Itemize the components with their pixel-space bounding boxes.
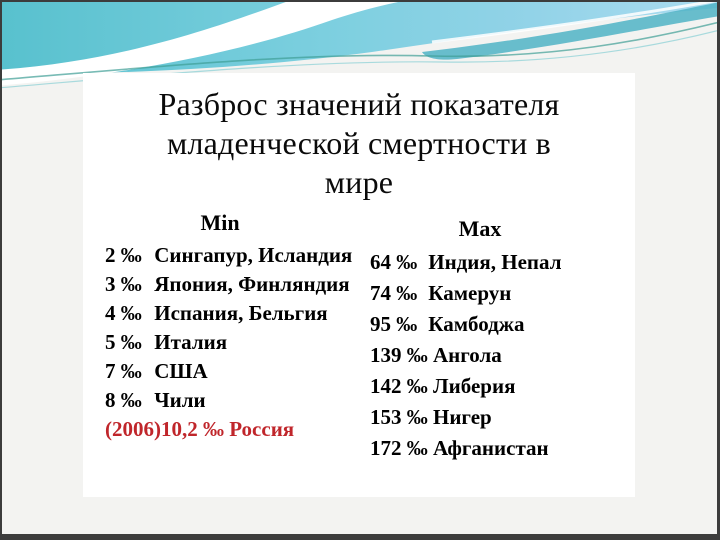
list-item: 74 ‰ Камерун — [370, 278, 632, 309]
list-item: 142 ‰ Либерия — [370, 371, 632, 402]
country-label: Испания, Бельгия — [154, 301, 328, 325]
list-item: 3 ‰ Япония, Финляндия — [105, 270, 367, 299]
country-label: Камбоджа — [428, 312, 525, 336]
presentation-slide: Разброс значений показателя младенческой… — [2, 2, 717, 534]
rate-value: 2 ‰ — [105, 243, 142, 267]
list-item: 153 ‰ Нигер — [370, 402, 632, 433]
rate-value: 95 ‰ — [370, 312, 418, 336]
country-label: Сингапур, Исландия — [154, 243, 353, 267]
country-label: Нигер — [433, 405, 492, 429]
rate-value: 7 ‰ — [105, 359, 142, 383]
rate-value: 64 ‰ — [370, 250, 418, 274]
rate-value: 5 ‰ — [105, 330, 142, 354]
country-label: Камерун — [428, 281, 512, 305]
country-label: США — [154, 359, 208, 383]
rate-value: 172 ‰ — [370, 436, 428, 460]
max-column-header: Max — [458, 216, 502, 241]
rate-value: 153 ‰ — [370, 405, 428, 429]
rate-value: 8 ‰ — [105, 388, 142, 412]
rate-value: 3 ‰ — [105, 272, 142, 296]
slide-title-line: мире — [324, 164, 394, 200]
rate-value: 74 ‰ — [370, 281, 418, 305]
slide-title-line: Разброс значений показателя — [158, 86, 560, 122]
list-item: 172 ‰ Афганистан — [370, 433, 632, 464]
rate-value: 4 ‰ — [105, 301, 142, 325]
slide-title: Разброс значений показателя младенческой… — [83, 73, 635, 202]
country-label: Япония, Финляндия — [154, 272, 350, 296]
country-label: Чили — [154, 388, 206, 412]
list-item: 7 ‰ США — [105, 357, 367, 386]
list-item: 5 ‰ Италия — [105, 328, 367, 357]
country-label: Ангола — [433, 343, 502, 367]
min-column: Min 2 ‰ Сингапур, Исландия 3 ‰ Япония, Ф… — [105, 211, 367, 444]
list-item: 139 ‰ Ангола — [370, 340, 632, 371]
content-panel: Разброс значений показателя младенческой… — [83, 73, 635, 497]
country-label: Италия — [154, 330, 228, 354]
country-label: Афганистан — [433, 436, 549, 460]
list-item: 2 ‰ Сингапур, Исландия — [105, 241, 367, 270]
country-label: Либерия — [433, 374, 516, 398]
country-label: Россия — [229, 417, 295, 441]
list-item-russia-highlight: (2006)10,2 ‰ Россия — [105, 415, 367, 444]
slide-title-line: младенческой смертности в — [167, 125, 551, 161]
country-label: Индия, Непал — [428, 250, 562, 274]
list-item: 95 ‰ Камбоджа — [370, 309, 632, 340]
rate-value: (2006)10,2 ‰ — [105, 417, 224, 441]
list-item: 64 ‰ Индия, Непал — [370, 247, 632, 278]
list-item: 8 ‰ Чили — [105, 386, 367, 415]
min-column-header: Min — [200, 210, 240, 235]
max-column: Max 64 ‰ Индия, Непал 74 ‰ Камерун 95 ‰ … — [370, 217, 632, 464]
list-item: 4 ‰ Испания, Бельгия — [105, 299, 367, 328]
rate-value: 142 ‰ — [370, 374, 428, 398]
rate-value: 139 ‰ — [370, 343, 428, 367]
